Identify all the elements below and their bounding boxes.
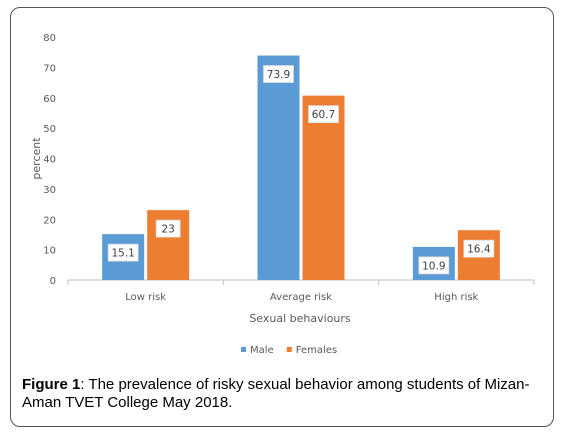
data-label: 60.7 [312,109,335,121]
data-label: 73.9 [267,69,290,81]
y-tick-label: 50 [43,124,56,135]
data-label-box [155,219,181,238]
data-label-box [263,65,294,83]
y-axis-title: percent [30,137,43,180]
y-tick-label: 30 [43,185,56,196]
data-label: 15.1 [111,248,134,260]
caption-text: : The prevalence of risky sexual behavio… [22,376,530,411]
legend-swatch-male [241,347,246,352]
bar-females-1 [302,95,345,280]
data-label-box [308,105,339,124]
y-tick-label: 40 [43,155,56,166]
y-tick-label: 70 [43,63,56,74]
y-tick-label: 20 [43,215,56,226]
y-tick-label: 60 [43,94,56,105]
x-tick-label: High risk [434,292,478,303]
x-tick-label: Average risk [270,292,332,303]
y-tick-label: 0 [50,276,56,287]
x-axis-title: Sexual behaviours [249,312,351,325]
legend-swatch-females [286,347,292,352]
data-label: 23 [161,224,174,236]
caption-label: Figure 1 [22,376,81,393]
data-label-box [107,243,139,262]
figure-caption: Figure 1: The prevalence of risky sexual… [22,376,546,412]
y-tick-label: 80 [43,33,56,44]
bar-male-1 [257,55,300,281]
data-label: 10.9 [422,260,445,272]
data-label-box [418,256,450,275]
data-label-box [463,239,495,258]
x-tick-label: Low risk [125,292,166,303]
legend-label-male: Male [250,345,274,356]
data-label: 16.4 [467,244,491,256]
y-tick-label: 10 [43,246,56,257]
legend-label-females: Females [296,345,337,356]
